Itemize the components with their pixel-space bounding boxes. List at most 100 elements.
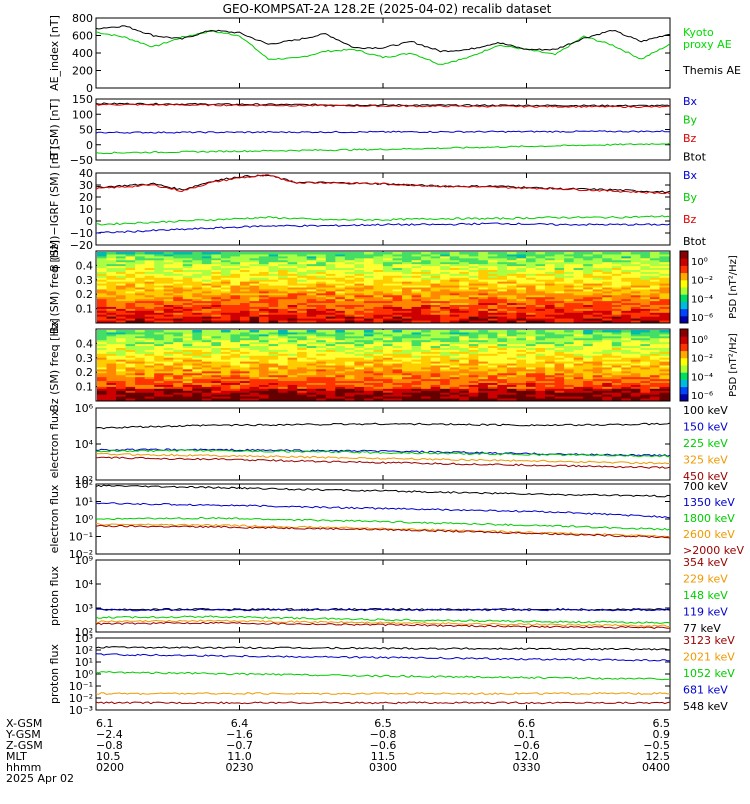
heatmap-cell: [201, 376, 212, 380]
heatmap-cell: [526, 269, 537, 272]
heatmap-cell: [468, 269, 479, 272]
heatmap-cell: [545, 265, 556, 269]
heatmap-cell: [163, 384, 174, 387]
heatmap-cell: [135, 368, 146, 372]
heatmap-cell: [240, 267, 251, 270]
heatmap-cell: [306, 304, 317, 307]
heatmap-cell: [106, 320, 117, 323]
heatmap-cell: [421, 392, 432, 395]
heatmap-cell: [106, 392, 117, 395]
heatmap-cell: [182, 287, 193, 290]
heatmap-cell: [230, 316, 241, 319]
heatmap-cell: [220, 275, 231, 278]
heatmap-cell: [659, 257, 670, 261]
heatmap-cell: [125, 267, 136, 270]
heatmap-cell: [116, 296, 127, 300]
heatmap-cell: [287, 368, 298, 372]
heatmap-cell: [163, 281, 174, 284]
heatmap-cell: [259, 347, 270, 350]
heatmap-cell: [583, 288, 594, 292]
heatmap-cell: [440, 351, 451, 354]
heatmap-cell: [440, 372, 451, 376]
ephemeris-value: 0400: [642, 761, 670, 774]
heatmap-cell: [602, 347, 613, 350]
heatmap-cell: [516, 288, 527, 292]
heatmap-cell: [363, 343, 374, 347]
heatmap-cell: [249, 300, 260, 304]
heatmap-cell: [116, 363, 127, 366]
heatmap-cell: [516, 273, 527, 276]
heatmap-cell: [163, 300, 174, 304]
heatmap-cell: [421, 376, 432, 380]
heatmap-cell: [173, 382, 184, 385]
heatmap-cell: [297, 386, 308, 389]
heatmap-cell: [373, 285, 384, 288]
heatmap-cell: [535, 337, 546, 341]
heatmap-cell: [192, 287, 203, 290]
heatmap-cell: [402, 304, 413, 307]
heatmap-cell: [526, 335, 537, 339]
heatmap-cell: [535, 267, 546, 270]
heatmap-cell: [402, 370, 413, 374]
heatmap-cell: [154, 361, 165, 364]
heatmap-cell: [306, 261, 317, 265]
heatmap-cell: [592, 300, 603, 304]
heatmap-cell: [554, 314, 565, 317]
heatmap-cell: [325, 347, 336, 350]
heatmap-cell: [259, 376, 270, 380]
heatmap-cell: [287, 341, 298, 345]
heatmap-cell: [163, 298, 174, 302]
heatmap-cell: [535, 359, 546, 362]
heatmap-cell: [154, 388, 165, 391]
heatmap-cell: [287, 283, 298, 286]
heatmap-cell: [363, 368, 374, 372]
heatmap-cell: [430, 330, 441, 333]
heatmap-cell: [497, 355, 508, 358]
heatmap-cell: [220, 269, 231, 272]
heatmap-cell: [211, 374, 222, 378]
heatmap-cell: [421, 363, 432, 366]
heatmap-cell: [325, 386, 336, 389]
heatmap-cell: [306, 257, 317, 261]
heatmap-cell: [468, 285, 479, 288]
heatmap-cell: [583, 290, 594, 294]
heatmap-cell: [249, 292, 260, 296]
heatmap-cell: [468, 320, 479, 323]
heatmap-cell: [478, 337, 489, 341]
heatmap-cell: [592, 384, 603, 387]
heatmap-cell: [592, 312, 603, 315]
heatmap-cell: [344, 343, 355, 347]
heatmap-cell: [354, 378, 365, 382]
heatmap-cell: [392, 376, 403, 380]
heatmap-cell: [182, 351, 193, 354]
heatmap-cell: [97, 331, 108, 335]
heatmap-cell: [487, 361, 498, 364]
heatmap-cell: [592, 271, 603, 274]
heatmap-cell: [468, 331, 479, 335]
heatmap-cell: [97, 330, 108, 333]
heatmap-cell: [402, 335, 413, 339]
heatmap-cell: [478, 283, 489, 286]
heatmap-cell: [564, 281, 575, 284]
heatmap-cell: [363, 300, 374, 304]
heatmap-cell: [306, 263, 317, 267]
heatmap-cell: [535, 372, 546, 376]
heatmap-cell: [116, 267, 127, 270]
heatmap-cell: [411, 304, 422, 307]
heatmap-cell: [335, 279, 346, 282]
heatmap-cell: [545, 351, 556, 354]
heatmap-cell: [583, 300, 594, 304]
heatmap-cell: [335, 374, 346, 378]
heatmap-cell: [526, 314, 537, 317]
heatmap-cell: [373, 320, 384, 323]
heatmap-cell: [278, 357, 289, 360]
heatmap-cell: [220, 374, 231, 378]
heatmap-cell: [545, 388, 556, 391]
heatmap-cell: [182, 333, 193, 337]
heatmap-cell: [535, 316, 546, 319]
ephemeris-value: 0300: [369, 761, 397, 774]
heatmap-cell: [640, 287, 651, 290]
heatmap-cell: [411, 285, 422, 288]
heatmap-cell: [649, 341, 660, 345]
heatmap-cell: [583, 333, 594, 337]
